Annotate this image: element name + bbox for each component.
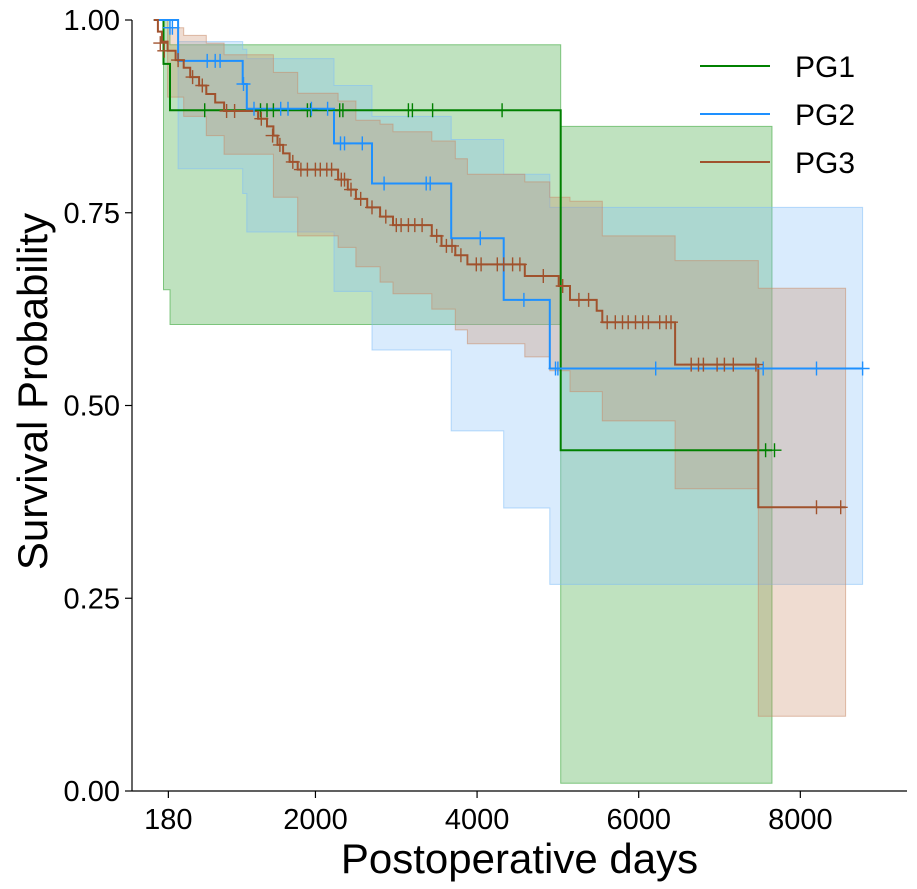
pg3-censor-mark bbox=[195, 78, 210, 93]
pg3-censor-mark bbox=[748, 357, 763, 372]
pg2-censor-mark bbox=[337, 136, 352, 151]
y-tick-label: 0.75 bbox=[64, 198, 120, 230]
pg3-censor-mark bbox=[512, 257, 527, 272]
pg3-censor-mark bbox=[185, 70, 200, 85]
legend-item-pg3: PG3 bbox=[700, 147, 855, 180]
pg2-confidence-band bbox=[153, 19, 864, 585]
pg3-censor-mark bbox=[378, 209, 393, 224]
confidence-bands bbox=[153, 19, 864, 784]
x-tick-label: 4000 bbox=[445, 804, 510, 836]
y-tick-label: 0.25 bbox=[64, 583, 120, 615]
pg2-censor-mark bbox=[355, 136, 370, 151]
x-tick-label: 6000 bbox=[606, 804, 671, 836]
pg2-censor-mark bbox=[281, 101, 295, 116]
pg3-censor-mark bbox=[809, 500, 824, 515]
x-axis-ticks: 180 2000 4000 6000 8000 bbox=[144, 791, 833, 836]
pg3-confidence-band bbox=[153, 19, 847, 717]
y-axis-title: Survival Probability bbox=[9, 213, 56, 570]
legend-label: PG2 bbox=[795, 99, 855, 132]
pg2-censor-mark bbox=[516, 292, 531, 307]
y-tick-label: 0.50 bbox=[64, 391, 120, 423]
pg3-censor-mark bbox=[171, 53, 186, 68]
pg2-censor-mark bbox=[423, 176, 438, 191]
pg1-censor-mark bbox=[197, 103, 212, 118]
pg3-censor-mark bbox=[429, 228, 444, 243]
pg2-survival-line bbox=[153, 19, 863, 370]
pg3-censor-mark bbox=[581, 292, 596, 307]
pg3-censor-mark bbox=[664, 315, 678, 330]
pg3-censor-mark bbox=[833, 500, 848, 515]
x-axis-title: Postoperative days bbox=[341, 835, 698, 882]
pg1-censor-mark bbox=[266, 103, 281, 118]
pg3-censor-mark bbox=[353, 191, 368, 206]
pg2-censor-mark bbox=[550, 361, 565, 376]
pg1-censor-mark bbox=[405, 103, 420, 118]
pg3-censor-mark bbox=[474, 257, 489, 272]
censor-marks bbox=[153, 20, 870, 515]
x-tick-label: 180 bbox=[144, 804, 192, 836]
pg2-censor-mark bbox=[213, 53, 228, 68]
y-tick-label: 0.00 bbox=[64, 776, 120, 808]
y-axis-ticks: 0.00 0.25 0.50 0.75 1.00 bbox=[64, 5, 132, 808]
pg3-censor-mark bbox=[365, 200, 379, 215]
pg2-censor-mark bbox=[165, 20, 180, 35]
pg3-censor-mark bbox=[153, 36, 168, 51]
pg1-censor-mark bbox=[767, 443, 782, 458]
pg2-censor-mark bbox=[756, 361, 771, 376]
pg3-censor-mark bbox=[536, 269, 551, 283]
pg1-censor-mark bbox=[303, 103, 318, 118]
legend-label: PG1 bbox=[795, 51, 855, 84]
pg3-censor-mark bbox=[555, 279, 570, 293]
pg3-censor-mark bbox=[726, 357, 741, 372]
pg3-censor-mark bbox=[453, 248, 468, 263]
legend: PG1 PG2 PG3 bbox=[700, 51, 855, 180]
pg1-censor-mark bbox=[425, 103, 440, 118]
pg2-censor-mark bbox=[809, 361, 824, 376]
pg3-censor-mark bbox=[254, 111, 269, 126]
pg2-censor-mark bbox=[648, 361, 663, 376]
pg2-censor-mark bbox=[855, 361, 870, 376]
pg3-censor-mark bbox=[227, 104, 242, 118]
pg3-censor-mark bbox=[337, 172, 352, 187]
pg3-censor-mark bbox=[157, 43, 172, 58]
pg2-censor-mark bbox=[473, 231, 488, 246]
pg2-censor-mark bbox=[304, 101, 319, 116]
pg3-censor-mark bbox=[265, 128, 280, 143]
pg2-censor-mark bbox=[247, 101, 261, 116]
pg2-censor-mark bbox=[236, 77, 251, 91]
pg3-censor-mark bbox=[415, 218, 430, 233]
pg1-censor-mark bbox=[335, 103, 350, 118]
legend-label: PG3 bbox=[795, 147, 855, 180]
pg2-censor-mark bbox=[377, 176, 392, 191]
legend-item-pg1: PG1 bbox=[700, 51, 855, 84]
pg3-censor-mark bbox=[285, 154, 300, 169]
pg3-censor-mark bbox=[696, 357, 711, 372]
x-tick-label: 8000 bbox=[768, 804, 833, 836]
pg3-censor-mark bbox=[324, 162, 339, 177]
legend-item-pg2: PG2 bbox=[700, 99, 855, 132]
x-tick-label: 2000 bbox=[283, 804, 348, 836]
pg1-censor-mark bbox=[495, 103, 510, 118]
pg2-censor-mark bbox=[320, 101, 335, 116]
y-tick-label: 1.00 bbox=[64, 5, 120, 37]
pg3-censor-mark bbox=[445, 238, 459, 253]
axes: 180 2000 4000 6000 8000 0.00 0.25 0.50 0.75 1.00 bbox=[64, 5, 907, 836]
pg3-censor-mark bbox=[272, 137, 287, 152]
pg3-censor-mark bbox=[344, 182, 358, 197]
